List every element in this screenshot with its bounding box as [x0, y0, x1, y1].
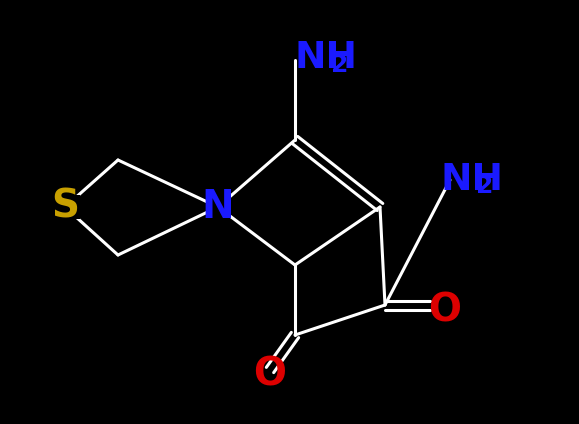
- Text: O: O: [428, 291, 461, 329]
- Text: N: N: [201, 188, 234, 226]
- Text: NH: NH: [440, 162, 503, 198]
- Text: NH: NH: [295, 40, 358, 76]
- Text: O: O: [254, 356, 287, 394]
- Text: S: S: [51, 188, 79, 226]
- Bar: [50, 195, 80, 219]
- Bar: [207, 196, 229, 218]
- Text: 2: 2: [331, 53, 349, 77]
- Text: 2: 2: [476, 174, 493, 198]
